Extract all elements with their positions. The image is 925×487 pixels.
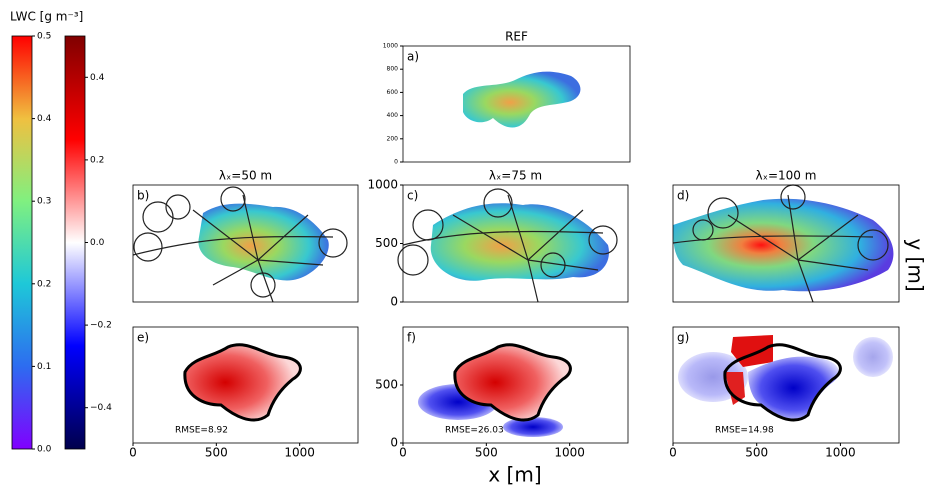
panel-frame bbox=[402, 45, 631, 163]
x-tick-label: 0 bbox=[129, 446, 137, 460]
y-tick-label: 600 bbox=[387, 89, 399, 96]
x-tick-label: 0 bbox=[669, 446, 677, 460]
y-axis-label: y [m] bbox=[904, 238, 925, 291]
y-tick-label: 500 bbox=[375, 236, 398, 250]
colorbar-tick-label: 0.0 bbox=[37, 445, 52, 455]
y-tick-label: 500 bbox=[375, 378, 398, 392]
y-tick-label: 0 bbox=[394, 159, 398, 166]
x-tick-label: 0 bbox=[399, 446, 407, 460]
y-tick-label: 400 bbox=[387, 112, 399, 119]
panel-frame bbox=[672, 184, 900, 303]
colorbar-tick-label: 0.5 bbox=[37, 32, 51, 42]
field-f bbox=[418, 343, 572, 437]
x-tick-label: 1000 bbox=[825, 446, 856, 460]
panel-label: f) bbox=[407, 331, 416, 345]
panel-frame bbox=[132, 326, 359, 444]
panel-title: λₓ=50 m bbox=[219, 169, 272, 183]
panel-frame bbox=[132, 184, 359, 303]
x-tick-label: 500 bbox=[745, 446, 768, 460]
x-tick-label: 1000 bbox=[554, 446, 585, 460]
x-tick-label: 500 bbox=[475, 446, 498, 460]
panel-label: b) bbox=[137, 189, 149, 203]
colorbar bbox=[64, 35, 86, 450]
panel-label: g) bbox=[677, 331, 689, 345]
field-e bbox=[183, 343, 302, 422]
colorbar-tick-label: −0.4 bbox=[90, 403, 112, 413]
field-g bbox=[678, 335, 893, 422]
y-tick-label: 0 bbox=[390, 295, 398, 309]
panel-title: REF bbox=[505, 30, 528, 44]
colorbar-title: LWC [g m⁻³] bbox=[10, 10, 83, 24]
colorbar-tick-label: 0.4 bbox=[90, 73, 105, 83]
x-tick-label: 1000 bbox=[284, 446, 315, 460]
panel-label: d) bbox=[677, 189, 689, 203]
field-a bbox=[463, 71, 581, 128]
colorbar-tick-label: 0.2 bbox=[37, 279, 51, 289]
y-tick-label: 1000 bbox=[383, 43, 398, 50]
panel-frame bbox=[672, 326, 900, 444]
y-tick-label: 800 bbox=[387, 66, 399, 73]
y-tick-label: 0 bbox=[390, 436, 398, 450]
colorbar bbox=[11, 35, 33, 450]
colorbar-tick-label: 0.1 bbox=[37, 362, 51, 372]
colorbar-tick-label: −0.2 bbox=[90, 321, 112, 331]
rmse-annotation: RMSE=14.98 bbox=[715, 426, 774, 436]
x-tick-label: 500 bbox=[205, 446, 228, 460]
panel-label: c) bbox=[407, 189, 418, 203]
colorbar-tick-label: 0.0 bbox=[90, 238, 105, 248]
field-b bbox=[132, 186, 348, 303]
rmse-annotation: RMSE=26.03 bbox=[445, 426, 504, 436]
colorbar-tick-label: 0.2 bbox=[90, 155, 104, 165]
rmse-annotation: RMSE=8.92 bbox=[175, 426, 228, 436]
colorbar-tick-label: 0.3 bbox=[37, 197, 51, 207]
colorbar-tick-label: 0.4 bbox=[37, 114, 52, 124]
panel-title: λₓ=100 m bbox=[756, 169, 817, 183]
panel-title: λₓ=75 m bbox=[489, 169, 542, 183]
panel-label: e) bbox=[137, 331, 149, 345]
y-tick-label: 200 bbox=[387, 135, 399, 142]
y-tick-label: 1000 bbox=[367, 178, 398, 192]
field-c bbox=[397, 188, 618, 303]
panel-label: a) bbox=[407, 50, 419, 64]
field-d bbox=[672, 184, 894, 303]
x-axis-label: x [m] bbox=[488, 463, 541, 487]
